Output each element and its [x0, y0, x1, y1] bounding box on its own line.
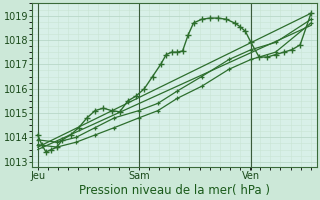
X-axis label: Pression niveau de la mer( hPa ): Pression niveau de la mer( hPa ) [79, 184, 270, 197]
